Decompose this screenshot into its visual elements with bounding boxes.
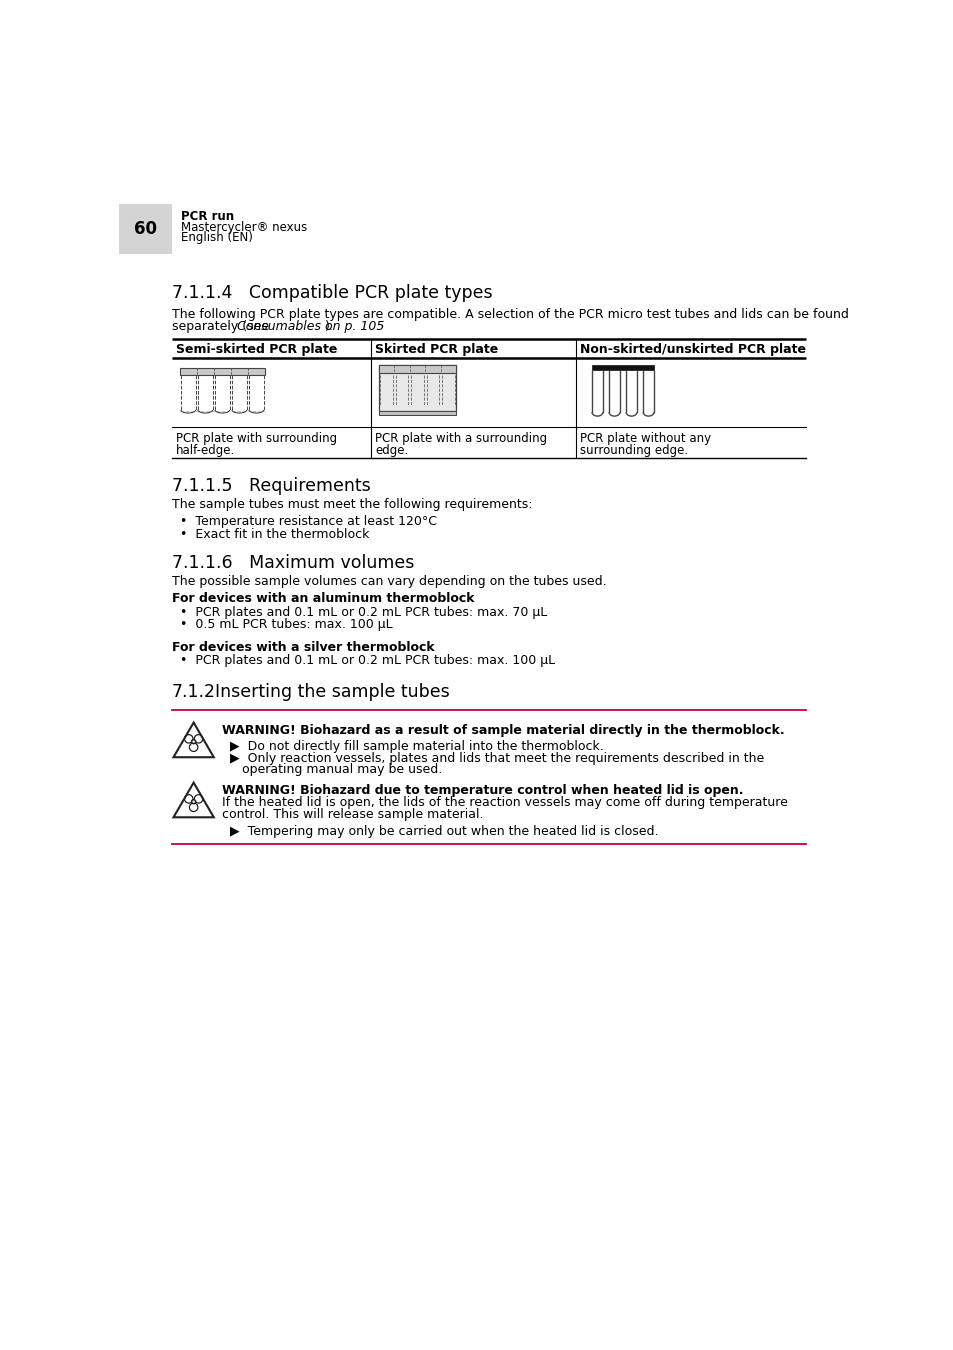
Circle shape [193, 740, 194, 743]
Bar [378, 412, 456, 416]
Text: PCR plate with a surrounding: PCR plate with a surrounding [375, 432, 547, 444]
Text: edge.: edge. [375, 444, 408, 456]
Text: The possible sample volumes can vary depending on the tubes used.: The possible sample volumes can vary dep… [172, 575, 606, 589]
Text: English (EN): English (EN) [181, 231, 253, 244]
Text: PCR run: PCR run [181, 209, 234, 223]
Text: •  PCR plates and 0.1 mL or 0.2 mL PCR tubes: max. 100 μL: • PCR plates and 0.1 mL or 0.2 mL PCR tu… [179, 653, 555, 667]
Text: ).: ). [324, 320, 334, 333]
Text: ▶  Tempering may only be carried out when the heated lid is closed.: ▶ Tempering may only be carried out when… [230, 825, 658, 838]
Text: The sample tubes must meet the following requirements:: The sample tubes must meet the following… [172, 498, 532, 512]
Text: surrounding edge.: surrounding edge. [579, 444, 688, 456]
Circle shape [193, 801, 194, 803]
Bar [179, 367, 265, 375]
Text: 7.1.1.6   Maximum volumes: 7.1.1.6 Maximum volumes [172, 554, 414, 572]
Bar [592, 366, 654, 370]
Text: Inserting the sample tubes: Inserting the sample tubes [214, 683, 449, 701]
Circle shape [191, 740, 196, 744]
Text: Semi-skirted PCR plate: Semi-skirted PCR plate [175, 343, 336, 356]
Text: ▶  Do not directly fill sample material into the thermoblock.: ▶ Do not directly fill sample material i… [230, 740, 603, 752]
Text: half-edge.: half-edge. [175, 444, 234, 456]
Bar [378, 366, 456, 412]
Text: For devices with an aluminum thermoblock: For devices with an aluminum thermoblock [172, 593, 474, 605]
Text: separately (see: separately (see [172, 320, 273, 333]
Text: Skirted PCR plate: Skirted PCR plate [375, 343, 497, 356]
Text: 7.1.1.4   Compatible PCR plate types: 7.1.1.4 Compatible PCR plate types [172, 284, 492, 301]
Text: Mastercycler® nexus: Mastercycler® nexus [181, 220, 307, 234]
Text: 7.1.1.5   Requirements: 7.1.1.5 Requirements [172, 477, 371, 495]
Text: operating manual may be used.: operating manual may be used. [241, 763, 441, 776]
Text: The following PCR plate types are compatible. A selection of the PCR micro test : The following PCR plate types are compat… [172, 308, 848, 321]
Polygon shape [173, 783, 213, 817]
Text: If the heated lid is open, the lids of the reaction vessels may come off during : If the heated lid is open, the lids of t… [222, 796, 787, 810]
Text: WARNING! Biohazard as a result of sample material directly in the thermoblock.: WARNING! Biohazard as a result of sample… [222, 724, 784, 737]
Text: ▶  Only reaction vessels, plates and lids that meet the requirements described i: ▶ Only reaction vessels, plates and lids… [230, 752, 763, 765]
Bar [119, 204, 172, 254]
Text: For devices with a silver thermoblock: For devices with a silver thermoblock [172, 641, 435, 653]
Bar [378, 366, 456, 373]
Text: •  Temperature resistance at least 120°C: • Temperature resistance at least 120°C [179, 516, 436, 528]
Polygon shape [173, 722, 213, 757]
Text: PCR plate with surrounding: PCR plate with surrounding [175, 432, 336, 444]
Text: •  PCR plates and 0.1 mL or 0.2 mL PCR tubes: max. 70 μL: • PCR plates and 0.1 mL or 0.2 mL PCR tu… [179, 606, 546, 618]
Text: control. This will release sample material.: control. This will release sample materi… [222, 809, 483, 821]
Text: •  Exact fit in the thermoblock: • Exact fit in the thermoblock [179, 528, 369, 541]
Text: 7.1.2: 7.1.2 [172, 683, 215, 701]
Text: •  0.5 mL PCR tubes: max. 100 μL: • 0.5 mL PCR tubes: max. 100 μL [179, 618, 392, 630]
Text: PCR plate without any: PCR plate without any [579, 432, 711, 444]
Text: Consumables on p. 105: Consumables on p. 105 [236, 320, 384, 333]
Circle shape [191, 799, 196, 805]
Text: 60: 60 [134, 220, 157, 238]
Text: WARNING! Biohazard due to temperature control when heated lid is open.: WARNING! Biohazard due to temperature co… [222, 784, 743, 796]
Text: Non-skirted/unskirted PCR plate: Non-skirted/unskirted PCR plate [579, 343, 805, 356]
